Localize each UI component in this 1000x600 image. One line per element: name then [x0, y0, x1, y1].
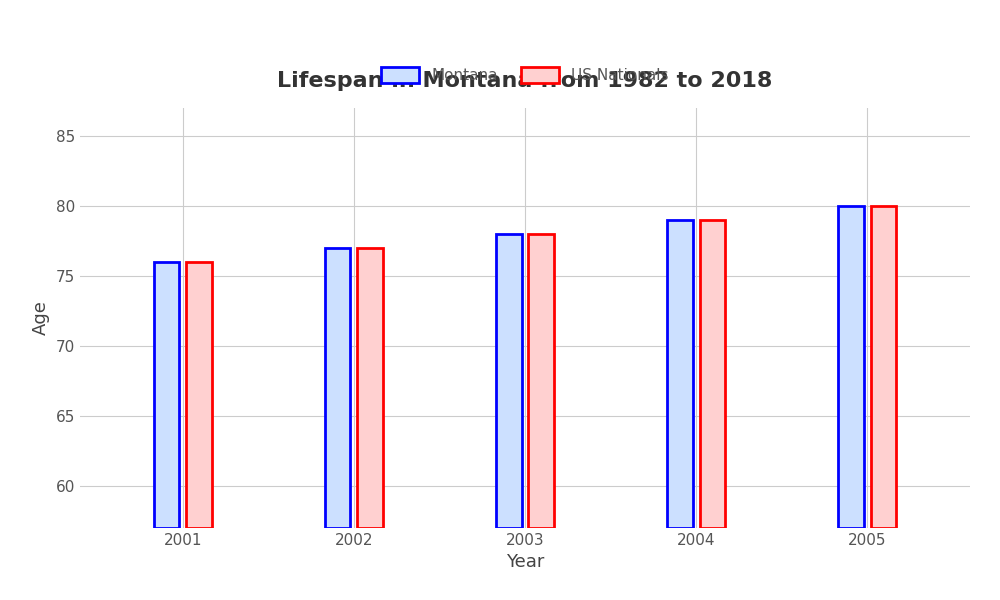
Bar — [528, 234, 554, 528]
Bar — [154, 262, 179, 528]
Bar — [357, 248, 383, 528]
Bar — [496, 234, 522, 528]
Bar — [325, 248, 350, 528]
Bar — [667, 220, 693, 528]
Bar — [838, 206, 864, 528]
Bar — [700, 220, 725, 528]
Y-axis label: Age: Age — [32, 301, 50, 335]
Bar — [186, 262, 212, 528]
Legend: Montana, US Nationals: Montana, US Nationals — [375, 61, 675, 89]
Title: Lifespan in Montana from 1982 to 2018: Lifespan in Montana from 1982 to 2018 — [277, 71, 773, 91]
X-axis label: Year: Year — [506, 553, 544, 571]
Bar — [871, 206, 896, 528]
